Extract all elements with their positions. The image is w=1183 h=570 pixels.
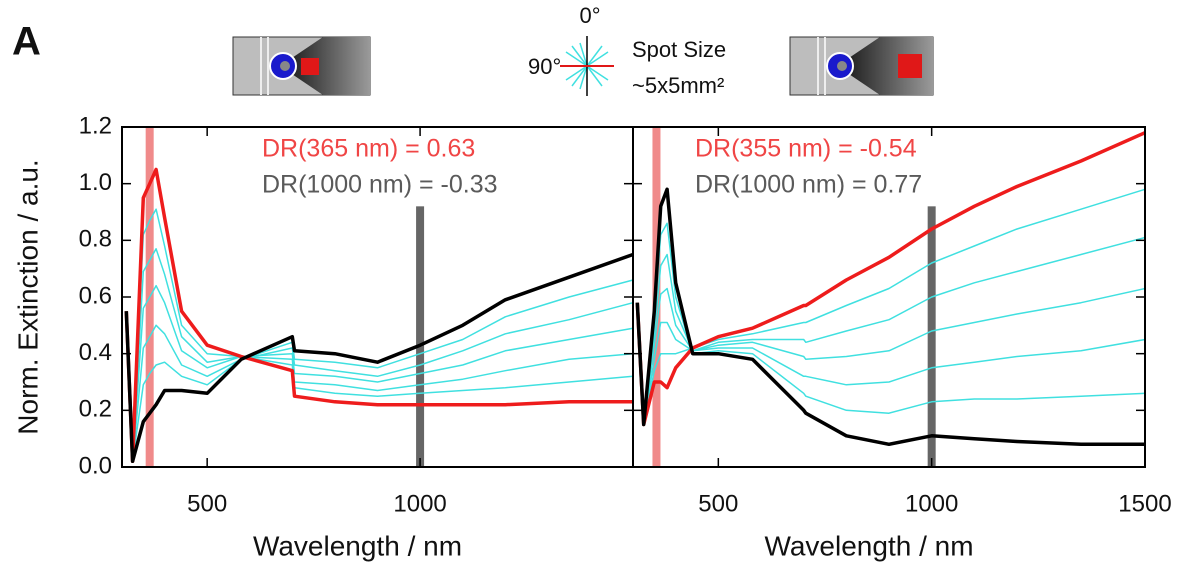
wavelength-marker xyxy=(416,206,425,468)
sample-icon xyxy=(789,36,934,96)
annotation: DR(1000 nm) = -0.33 xyxy=(262,171,498,199)
data-line xyxy=(125,284,634,463)
data-line xyxy=(635,131,1146,427)
x-axis-label: Wavelength / nm xyxy=(764,530,973,561)
plots: 0.0 0.2 0.4 0.6 0.8 1.0 1.2 500 1000 Wavelength /… xyxy=(12,112,1171,561)
data-line xyxy=(124,252,634,464)
annotation: DR(365 nm) = 0.63 xyxy=(262,135,475,163)
data-line xyxy=(635,187,1145,447)
wavelength-marker xyxy=(927,206,936,468)
data-line xyxy=(125,248,634,463)
y-tick-label: 0.4 xyxy=(79,339,112,366)
data-line xyxy=(636,236,1146,426)
y-tick-label: 1.0 xyxy=(79,169,112,196)
annotation: DR(355 nm) = -0.54 xyxy=(695,135,917,163)
y-tick-label: 0.0 xyxy=(79,452,112,479)
data-line xyxy=(125,301,634,463)
spot-size-label: Spot Size xyxy=(632,37,726,62)
angle-label: 90° xyxy=(528,54,561,79)
y-tick-label: 0.6 xyxy=(79,282,112,309)
polarization-icon xyxy=(560,36,614,96)
panel-label: A xyxy=(12,20,41,64)
annotation: DR(1000 nm) = 0.77 xyxy=(695,171,922,199)
y-tick-label: 0.8 xyxy=(79,226,112,253)
y-axis-label: Norm. Extinction / a.u. xyxy=(12,159,43,434)
sample-icon xyxy=(232,36,371,96)
x-axis-label: Wavelength / nm xyxy=(253,530,462,561)
y-tick-label: 0.2 xyxy=(79,396,112,423)
x-tick-label: 1000 xyxy=(393,490,446,517)
x-tick-label: 1000 xyxy=(905,490,958,517)
x-tick-label: 1500 xyxy=(1118,490,1171,517)
data-line xyxy=(124,167,633,464)
data-line xyxy=(636,287,1146,426)
data-line xyxy=(636,222,1146,426)
spot-size-label: ~5x5mm² xyxy=(632,73,724,98)
data-line xyxy=(125,279,634,463)
data-line xyxy=(125,208,634,463)
angle-label: 0° xyxy=(579,3,600,28)
data-line xyxy=(636,253,1146,426)
x-tick-label: 500 xyxy=(698,490,738,517)
data-line xyxy=(636,188,1146,426)
x-tick-label: 500 xyxy=(187,490,227,517)
y-tick-label: 1.2 xyxy=(79,112,112,139)
